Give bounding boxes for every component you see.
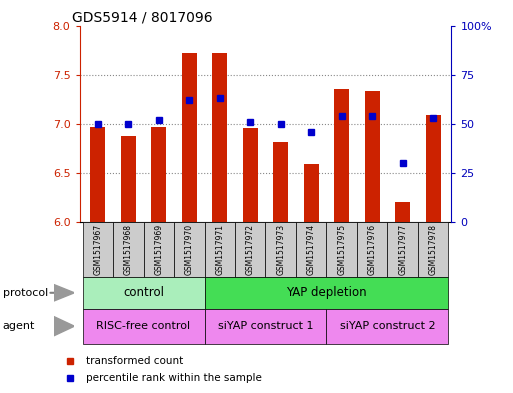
- Text: GSM1517976: GSM1517976: [368, 224, 377, 275]
- Bar: [304, 164, 319, 222]
- Text: control: control: [123, 286, 164, 299]
- Bar: [151, 127, 166, 222]
- Bar: [273, 142, 288, 222]
- Text: siYAP construct 1: siYAP construct 1: [218, 321, 313, 331]
- Text: GSM1517973: GSM1517973: [276, 224, 285, 275]
- Bar: [83, 309, 205, 344]
- Bar: [90, 127, 106, 222]
- Bar: [334, 89, 349, 222]
- Bar: [425, 115, 441, 222]
- Bar: [205, 309, 326, 344]
- Bar: [121, 136, 136, 222]
- Bar: [395, 202, 410, 222]
- Text: percentile rank within the sample: percentile rank within the sample: [86, 373, 262, 383]
- Bar: [266, 222, 296, 277]
- Bar: [357, 222, 387, 277]
- Text: transformed count: transformed count: [86, 356, 183, 366]
- Bar: [365, 91, 380, 222]
- Bar: [418, 222, 448, 277]
- Text: GSM1517967: GSM1517967: [93, 224, 102, 275]
- Text: protocol: protocol: [3, 288, 48, 298]
- Text: GSM1517971: GSM1517971: [215, 224, 224, 275]
- Text: GDS5914 / 8017096: GDS5914 / 8017096: [72, 10, 213, 24]
- Text: RISC-free control: RISC-free control: [96, 321, 191, 331]
- Bar: [182, 53, 197, 222]
- Text: GSM1517969: GSM1517969: [154, 224, 163, 275]
- Bar: [205, 222, 235, 277]
- Text: agent: agent: [3, 321, 35, 331]
- Text: GSM1517970: GSM1517970: [185, 224, 194, 275]
- Text: siYAP construct 2: siYAP construct 2: [340, 321, 435, 331]
- Bar: [205, 277, 448, 309]
- Text: GSM1517972: GSM1517972: [246, 224, 255, 275]
- Bar: [326, 222, 357, 277]
- Bar: [83, 277, 205, 309]
- Bar: [243, 128, 258, 222]
- Bar: [296, 222, 326, 277]
- Bar: [235, 222, 266, 277]
- Bar: [326, 309, 448, 344]
- Text: GSM1517975: GSM1517975: [337, 224, 346, 275]
- Text: YAP depletion: YAP depletion: [286, 286, 367, 299]
- Text: GSM1517974: GSM1517974: [307, 224, 315, 275]
- Bar: [174, 222, 205, 277]
- Polygon shape: [54, 317, 74, 336]
- Bar: [113, 222, 144, 277]
- Text: GSM1517977: GSM1517977: [398, 224, 407, 275]
- Bar: [83, 222, 113, 277]
- Polygon shape: [54, 285, 74, 301]
- Text: GSM1517968: GSM1517968: [124, 224, 133, 275]
- Bar: [387, 222, 418, 277]
- Bar: [212, 53, 227, 222]
- Text: GSM1517978: GSM1517978: [429, 224, 438, 275]
- Bar: [144, 222, 174, 277]
